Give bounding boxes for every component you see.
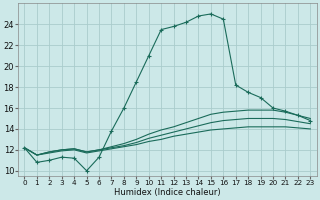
X-axis label: Humidex (Indice chaleur): Humidex (Indice chaleur)	[114, 188, 221, 197]
